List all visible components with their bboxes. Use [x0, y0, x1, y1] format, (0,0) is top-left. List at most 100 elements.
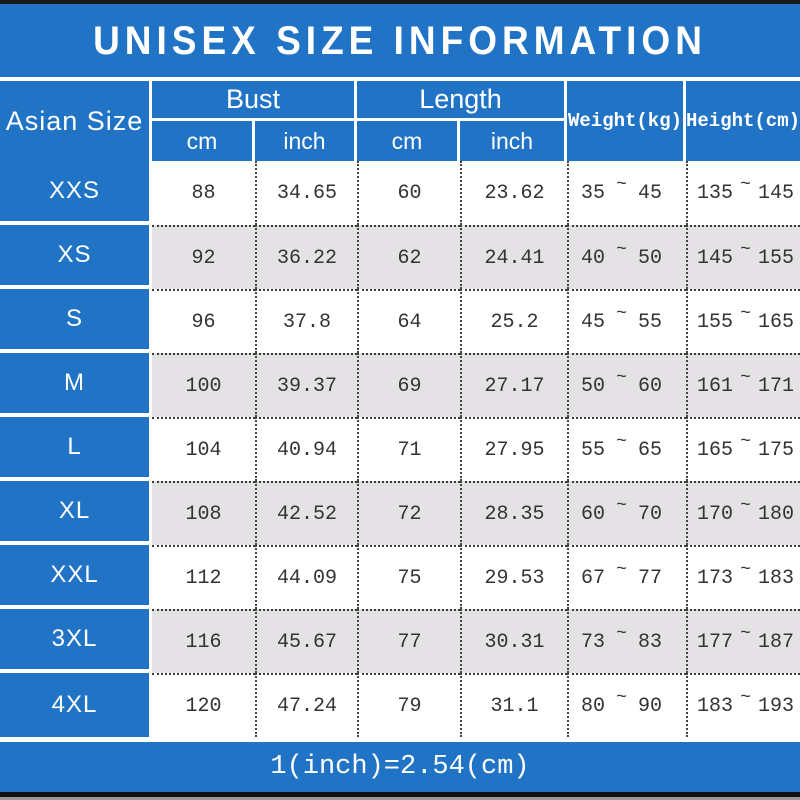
tilde-separator: ~: [740, 368, 751, 388]
weight-range-cell: 80 ~90: [567, 673, 686, 737]
title-band: UNISEX SIZE INFORMATION: [0, 4, 800, 77]
height-max: 171: [757, 374, 794, 398]
weight-min: 60: [581, 502, 606, 526]
page-title: UNISEX SIZE INFORMATION: [93, 17, 707, 63]
bust-cm-cell: 120: [152, 673, 255, 737]
bust-cm-cell: 88: [152, 161, 255, 225]
tilde-separator: ~: [740, 175, 751, 195]
weight-range-cell: 35 ~45: [567, 161, 686, 225]
height-range-cell: 161 ~171: [686, 353, 800, 417]
table-row: XS 92 36.22 62 24.41 40 ~50 145 ~155: [0, 225, 800, 289]
header-bust: Bust: [152, 81, 357, 121]
length-inch-cell: 31.1: [460, 673, 567, 737]
size-label: 4XL: [0, 673, 152, 737]
height-min: 173: [697, 566, 734, 590]
weight-min: 80: [581, 694, 606, 718]
table-row: XL 108 42.52 72 28.35 60 ~70 170 ~180: [0, 481, 800, 545]
header-bust-inch: inch: [255, 121, 357, 161]
header-length-inch: inch: [460, 121, 567, 161]
length-inch-cell: 27.95: [460, 417, 567, 481]
tilde-separator: ~: [740, 496, 751, 516]
tilde-separator: ~: [740, 624, 751, 644]
table-row: S 96 37.8 64 25.2 45 ~55 155 ~165: [0, 289, 800, 353]
length-cm-cell: 71: [357, 417, 460, 481]
weight-max: 55: [637, 310, 662, 334]
bottom-border-bar: [0, 792, 800, 797]
length-cm-cell: 64: [357, 289, 460, 353]
height-min: 183: [697, 694, 734, 718]
length-inch-cell: 24.41: [460, 225, 567, 289]
height-max: 155: [757, 246, 794, 270]
table-row: XXL 112 44.09 75 29.53 67 ~77 173 ~183: [0, 545, 800, 609]
bust-inch-cell: 40.94: [255, 417, 357, 481]
weight-max: 65: [637, 438, 662, 462]
height-max: 175: [757, 438, 794, 462]
divider: [0, 737, 800, 742]
tilde-separator: ~: [616, 240, 627, 260]
length-inch-cell: 25.2: [460, 289, 567, 353]
header-length: Length: [357, 81, 567, 121]
weight-max: 90: [637, 694, 662, 718]
height-range-cell: 177 ~187: [686, 609, 800, 673]
tilde-separator: ~: [740, 432, 751, 452]
tilde-separator: ~: [616, 432, 627, 452]
height-min: 161: [697, 374, 734, 398]
size-label: XL: [0, 481, 152, 545]
weight-range-cell: 60 ~70: [567, 481, 686, 545]
bust-cm-cell: 108: [152, 481, 255, 545]
weight-min: 67: [581, 566, 606, 590]
length-cm-cell: 60: [357, 161, 460, 225]
size-label: L: [0, 417, 152, 481]
height-min: 165: [697, 438, 734, 462]
table-row: XXS 88 34.65 60 23.62 35 ~45 135 ~145: [0, 161, 800, 225]
weight-min: 40: [581, 246, 606, 270]
header-bust-cm: cm: [152, 121, 255, 161]
height-range-cell: 135 ~145: [686, 161, 800, 225]
height-min: 135: [697, 181, 734, 205]
footer-band: 1(inch)=2.54(cm): [0, 742, 800, 792]
length-inch-cell: 23.62: [460, 161, 567, 225]
header-height: Height(cm): [686, 81, 800, 161]
tilde-separator: ~: [740, 560, 751, 580]
length-cm-cell: 79: [357, 673, 460, 737]
height-range-cell: 145 ~155: [686, 225, 800, 289]
weight-min: 50: [581, 374, 606, 398]
bust-inch-cell: 45.67: [255, 609, 357, 673]
weight-range-cell: 40 ~50: [567, 225, 686, 289]
size-label: XS: [0, 225, 152, 289]
weight-max: 50: [637, 246, 662, 270]
height-min: 145: [697, 246, 734, 270]
weight-min: 55: [581, 438, 606, 462]
bust-cm-cell: 112: [152, 545, 255, 609]
header-weight: Weight(kg): [567, 81, 686, 161]
height-max: 183: [757, 566, 794, 590]
length-cm-cell: 62: [357, 225, 460, 289]
weight-min: 35: [581, 181, 606, 205]
bust-inch-cell: 42.52: [255, 481, 357, 545]
conversion-note: 1(inch)=2.54(cm): [270, 752, 530, 782]
tilde-separator: ~: [616, 496, 627, 516]
bust-inch-cell: 36.22: [255, 225, 357, 289]
size-label: S: [0, 289, 152, 353]
bust-inch-cell: 44.09: [255, 545, 357, 609]
weight-max: 45: [637, 181, 662, 205]
tilde-separator: ~: [616, 175, 627, 195]
weight-min: 73: [581, 630, 606, 654]
height-range-cell: 173 ~183: [686, 545, 800, 609]
length-cm-cell: 72: [357, 481, 460, 545]
length-cm-cell: 75: [357, 545, 460, 609]
height-max: 193: [757, 694, 794, 718]
table-header: Asian Size Bust Length Weight(kg) Height…: [0, 81, 800, 161]
height-range-cell: 170 ~180: [686, 481, 800, 545]
weight-range-cell: 45 ~55: [567, 289, 686, 353]
bust-cm-cell: 92: [152, 225, 255, 289]
bust-cm-cell: 96: [152, 289, 255, 353]
size-label: XXS: [0, 161, 152, 225]
bust-inch-cell: 39.37: [255, 353, 357, 417]
height-max: 187: [757, 630, 794, 654]
table-row: L 104 40.94 71 27.95 55 ~65 165 ~175: [0, 417, 800, 481]
weight-range-cell: 55 ~65: [567, 417, 686, 481]
height-min: 170: [697, 502, 734, 526]
tilde-separator: ~: [616, 688, 627, 708]
